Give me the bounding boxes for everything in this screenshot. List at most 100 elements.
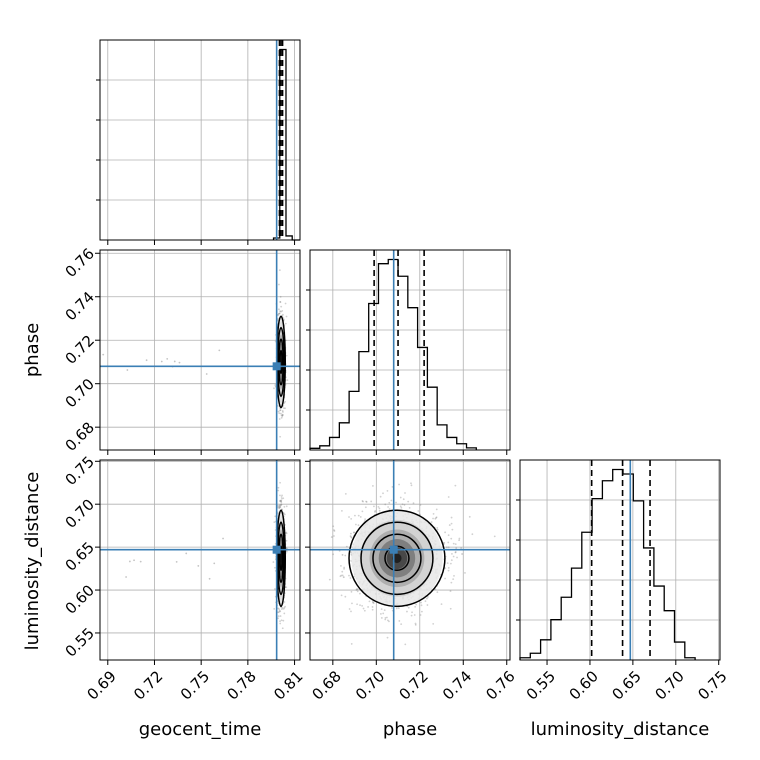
- sample-point: [365, 501, 368, 503]
- sample-point: [102, 353, 105, 356]
- sample-point: [372, 601, 375, 603]
- sample-point: [279, 412, 282, 415]
- sample-point: [353, 531, 355, 534]
- panel-frame: [99, 249, 301, 451]
- sample-point: [350, 517, 353, 520]
- sample-point: [434, 517, 437, 520]
- sample-point: [283, 505, 286, 508]
- sample-point: [277, 489, 280, 492]
- sample-point: [344, 554, 347, 557]
- sample-point: [285, 532, 288, 535]
- sample-point: [280, 416, 283, 419]
- sample-point: [410, 614, 413, 617]
- sample-point: [373, 505, 375, 508]
- sample-point: [341, 570, 344, 573]
- sample-point: [344, 595, 347, 598]
- sample-point: [374, 510, 376, 513]
- sample-point: [363, 609, 366, 612]
- sample-point: [468, 515, 471, 518]
- sample-point: [341, 574, 344, 577]
- sample-point: [401, 503, 404, 506]
- sample-point: [281, 414, 284, 417]
- panel-frame: [99, 39, 301, 241]
- sample-point: [283, 601, 286, 603]
- sample-point: [277, 410, 280, 413]
- sample-point: [383, 609, 386, 612]
- sample-point: [178, 361, 181, 364]
- sample-point: [400, 506, 403, 509]
- sample-point: [277, 486, 280, 489]
- sample-point: [281, 607, 284, 609]
- sample-point: [436, 591, 439, 594]
- contour-line: [360, 521, 434, 596]
- sample-point: [362, 607, 365, 610]
- sample-point: [364, 506, 367, 509]
- sample-point: [354, 523, 357, 526]
- contour-line: [277, 326, 285, 397]
- sample-point: [279, 500, 282, 503]
- sample-point: [278, 608, 281, 611]
- sample-point: [450, 537, 453, 540]
- sample-point: [436, 528, 439, 531]
- sample-point: [344, 493, 347, 495]
- sample-point: [372, 601, 374, 604]
- sample-point: [280, 501, 283, 504]
- sample-point: [340, 509, 343, 512]
- truth-marker: [272, 545, 281, 554]
- sample-point: [387, 619, 389, 622]
- sample-point: [278, 312, 280, 315]
- sample-point: [368, 600, 371, 603]
- sample-point: [343, 566, 346, 569]
- sample-point: [415, 603, 418, 606]
- sample-point: [330, 536, 333, 538]
- sample-point: [447, 546, 450, 549]
- sample-point: [380, 617, 383, 619]
- sample-point: [278, 308, 280, 311]
- sample-point: [452, 542, 455, 545]
- sample-point: [349, 577, 352, 579]
- panel-content: [100, 250, 300, 450]
- sample-point: [279, 301, 282, 303]
- y-axis-label-phase: phase: [22, 323, 43, 377]
- density-level: [392, 553, 402, 564]
- sample-point: [342, 576, 345, 579]
- sample-point: [447, 569, 450, 572]
- sample-point: [175, 561, 178, 563]
- sample-point: [273, 387, 275, 390]
- sample-point: [279, 500, 281, 503]
- sample-point: [382, 492, 384, 495]
- axis-labels: geocent_time phase luminosity_distance p…: [22, 323, 709, 740]
- sample-point: [414, 622, 417, 625]
- sample-point: [128, 560, 131, 563]
- sample-point: [273, 607, 276, 610]
- sample-point: [357, 514, 360, 517]
- sample-point: [280, 305, 283, 308]
- sample-point: [406, 610, 408, 613]
- sample-point: [361, 510, 364, 513]
- sample-point: [404, 492, 406, 494]
- sample-point: [451, 552, 453, 555]
- sample-point: [348, 574, 350, 577]
- hist-panel-geocent_time: [96, 39, 301, 245]
- sample-point: [218, 349, 221, 352]
- sample-point: [414, 623, 417, 626]
- sample-point: [435, 516, 438, 519]
- sample-point: [282, 407, 285, 410]
- sample-point: [213, 562, 216, 565]
- sample-point: [350, 532, 352, 535]
- hist-step-luminosity_distance: [519, 468, 696, 660]
- sample-point: [278, 507, 281, 510]
- sample-point: [281, 309, 284, 312]
- sample-point: [222, 537, 224, 540]
- sample-point: [419, 614, 422, 616]
- sample-point: [372, 485, 374, 487]
- contour-line: [372, 533, 422, 584]
- sample-point: [279, 610, 282, 613]
- sample-point: [284, 322, 287, 325]
- hist-panel-phase: [306, 249, 511, 455]
- sample-point: [367, 606, 369, 608]
- sample-point: [452, 578, 455, 581]
- sample-point: [328, 578, 331, 581]
- panel-frame: [309, 249, 511, 451]
- sample-point: [444, 531, 447, 534]
